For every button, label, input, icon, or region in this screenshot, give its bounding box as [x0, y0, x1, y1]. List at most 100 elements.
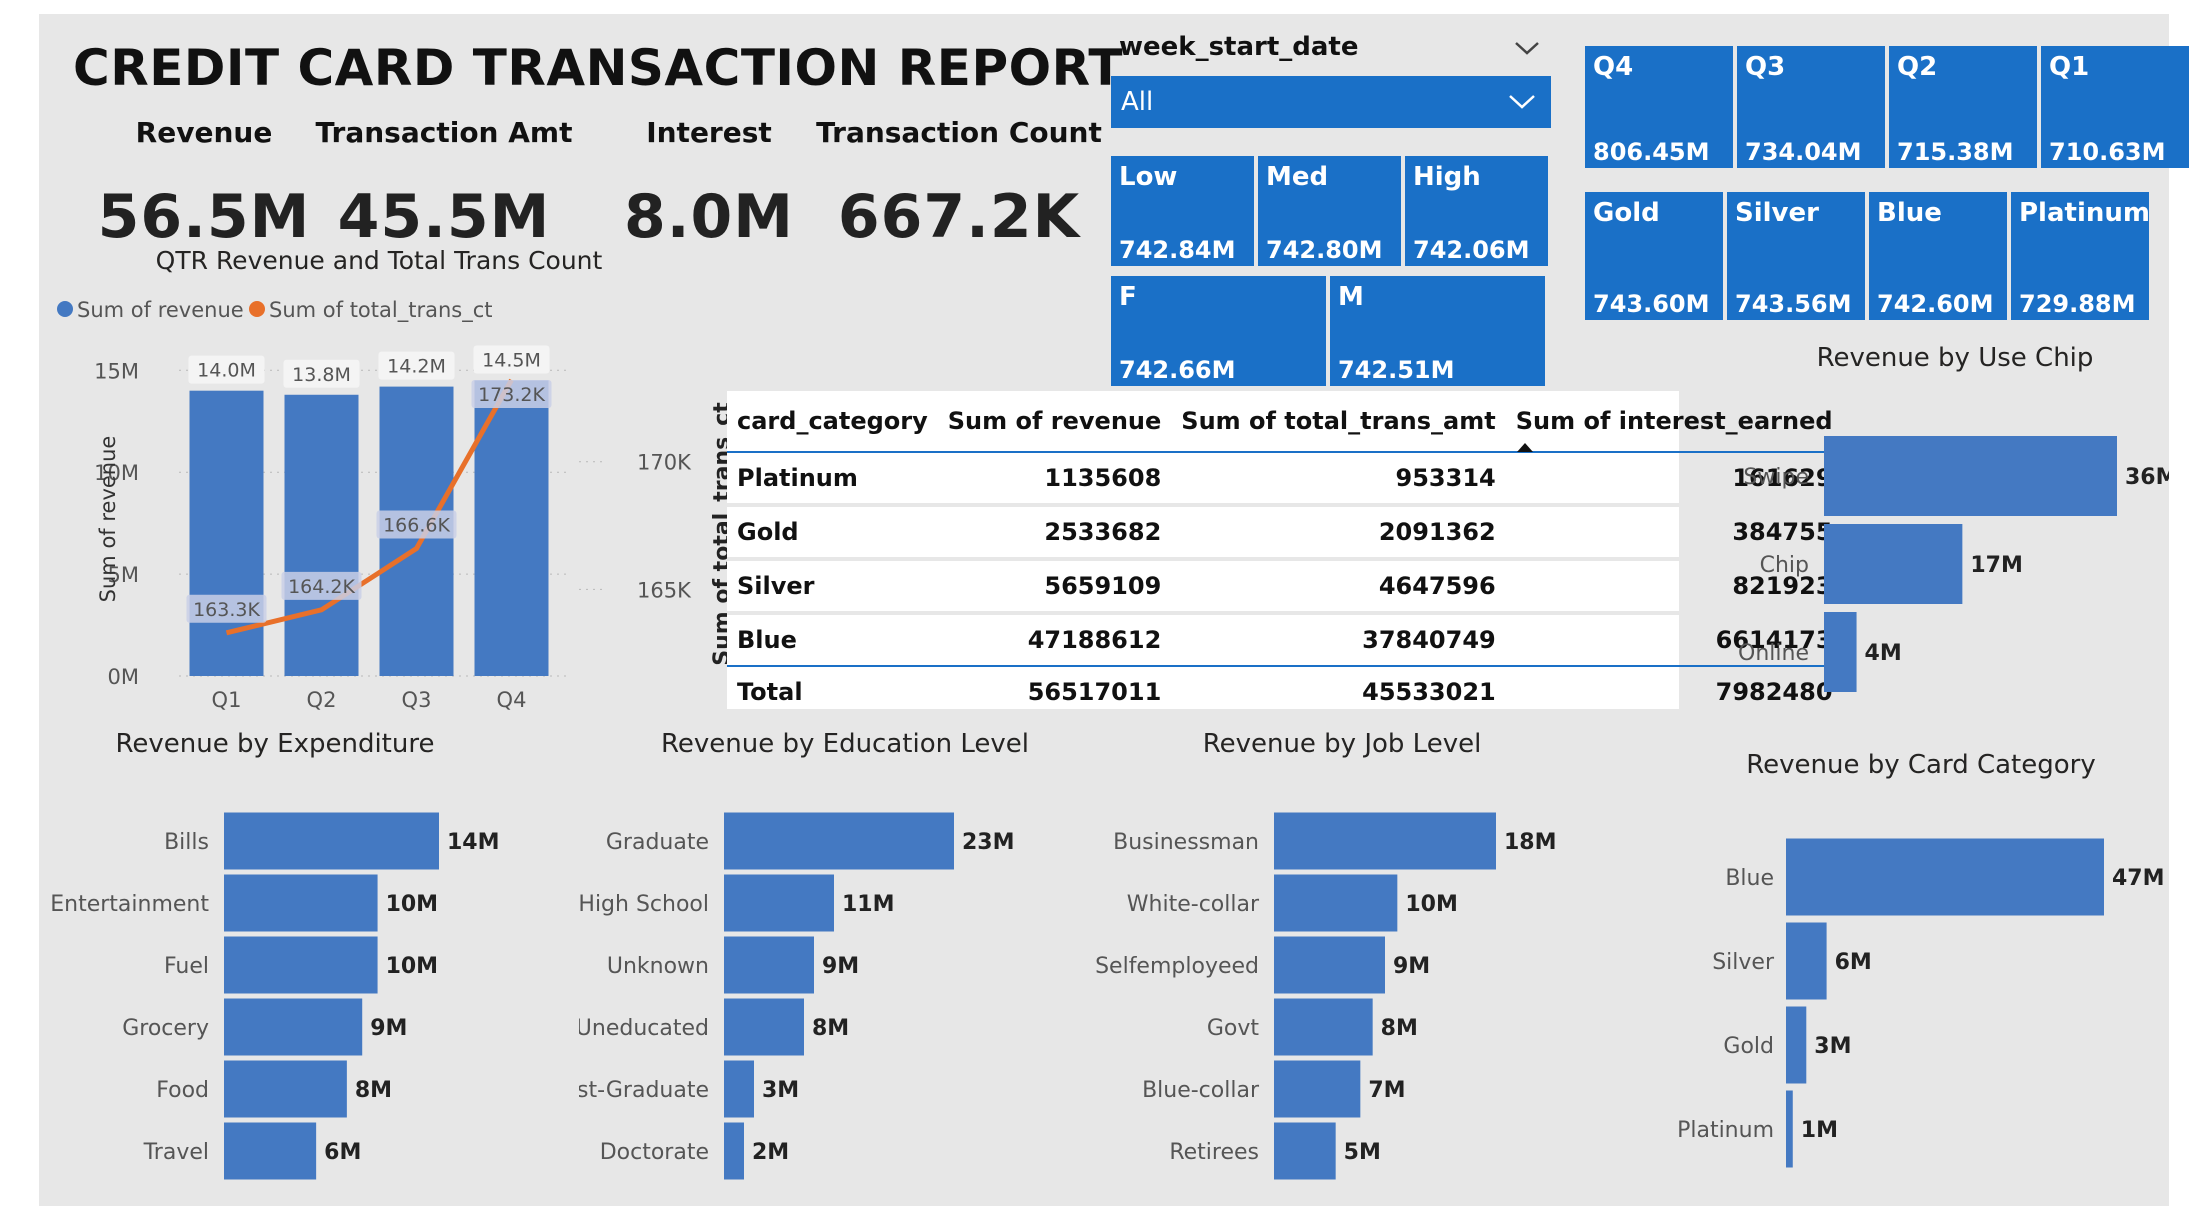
income-tile[interactable]: Med 742.80M [1258, 156, 1401, 266]
table-header[interactable]: Sum of interest_earned [1506, 391, 1843, 452]
gender-tile[interactable]: F 742.66M [1111, 276, 1326, 386]
bar[interactable] [1824, 524, 1963, 604]
legend-item[interactable]: Sum of revenue [77, 298, 244, 322]
table-total-cell: Total [727, 665, 938, 717]
bar[interactable] [724, 998, 804, 1056]
category-label: Doctorate [600, 1140, 709, 1165]
tile-label: Q3 [1745, 52, 1786, 82]
category-label: Swipe [1743, 465, 1809, 490]
bar-value-label: 8M [1381, 1016, 1418, 1041]
bar[interactable] [724, 1122, 744, 1180]
bar[interactable] [1824, 436, 2117, 516]
legend-item[interactable]: Sum of total_trans_ct [269, 298, 492, 323]
table-header[interactable]: card_category [737, 407, 928, 435]
bar[interactable] [1786, 1090, 1793, 1168]
tile-value: 729.88M [2019, 290, 2136, 318]
bar[interactable] [1824, 612, 1857, 692]
bar[interactable] [1274, 812, 1496, 870]
kpi-transaction-amt-value: 45.5M [337, 182, 551, 252]
bar[interactable] [1274, 874, 1398, 932]
tile-label: Silver [1735, 198, 1819, 228]
quarter-tile[interactable]: Q4 806.45M [1585, 46, 1733, 168]
bar[interactable] [224, 812, 439, 870]
bar[interactable] [1786, 1006, 1807, 1084]
table-cell: 2091362 [1171, 503, 1506, 559]
bar[interactable] [724, 874, 834, 932]
tile-value: 742.80M [1266, 236, 1383, 264]
bar[interactable] [1274, 1060, 1361, 1118]
kpi-revenue-label: Revenue [135, 116, 273, 149]
table-cell: 37840749 [1171, 611, 1506, 666]
tile-value: 734.04M [1745, 138, 1862, 166]
table-row: Silver 5659109 4647596 821923 [727, 557, 1843, 613]
tile-value: 710.63M [2049, 138, 2166, 166]
bar[interactable] [224, 936, 378, 994]
revenue-by-use-chip-chart: Revenue by Use Chip Swipe 36M Chip 17M Online… [1738, 343, 2169, 692]
kpi-revenue-value: 56.5M [97, 182, 311, 252]
bar[interactable] [1786, 838, 2104, 916]
category-label: Travel [143, 1140, 209, 1165]
bar[interactable] [224, 1060, 347, 1118]
bar[interactable] [1274, 998, 1373, 1056]
tile-label: Platinum [2019, 198, 2150, 228]
category-label: Graduate [606, 830, 709, 855]
bar[interactable] [1274, 1122, 1336, 1180]
revenue-bar[interactable] [284, 394, 359, 676]
bar[interactable] [1786, 922, 1827, 1000]
bar-value-label: 3M [762, 1078, 799, 1103]
bar-value-label: 4M [1865, 641, 1902, 666]
sort-ascending-icon[interactable] [1516, 441, 1534, 453]
category-label: Bills [164, 830, 209, 855]
y-tick-label: 5M [108, 563, 139, 587]
bar-value-label: 9M [370, 1016, 407, 1041]
slicer-dropdown[interactable]: All [1111, 76, 1551, 128]
revenue-bar[interactable] [189, 390, 264, 676]
card-category-tile[interactable]: Gold 743.60M [1585, 192, 1723, 320]
revenue-bar[interactable] [474, 380, 549, 676]
trans-count-line[interactable] [225, 378, 514, 636]
table-header[interactable]: Sum of revenue [947, 407, 1162, 435]
tile-value: 743.60M [1593, 290, 1710, 318]
quarter-tile[interactable]: Q2 715.38M [1889, 46, 2037, 168]
card-category-tile[interactable]: Platinum 729.88M [2011, 192, 2150, 320]
category-label: Blue [1725, 866, 1774, 891]
bar-value-label: 10M [386, 954, 439, 979]
income-tile[interactable]: High 742.06M [1405, 156, 1548, 266]
category-label: Post-Graduate [579, 1078, 709, 1103]
slicer-chevron-icon[interactable] [1513, 38, 1541, 58]
table-cell: 47188612 [937, 611, 1172, 666]
card-category-tile[interactable]: Silver 743.56M [1727, 192, 1865, 320]
category-label: Platinum [1677, 1118, 1774, 1143]
quarter-tile[interactable]: Q1 710.63M [2041, 46, 2189, 168]
income-tile[interactable]: Low 742.84M [1111, 156, 1254, 266]
y-tick-label: 10M [94, 461, 139, 485]
kpi-transaction-count-value: 667.2K [837, 182, 1081, 252]
table-total-cell: 56517011 [937, 665, 1172, 717]
bar[interactable] [224, 998, 363, 1056]
bar-value-label: 18M [1504, 830, 1557, 855]
bar-value-label: 1M [1801, 1118, 1838, 1143]
quarter-tile[interactable]: Q3 734.04M [1737, 46, 1885, 168]
bar[interactable] [724, 1060, 754, 1118]
category-label: White-collar [1127, 892, 1260, 917]
slicer-value: All [1121, 87, 1154, 117]
gender-tile[interactable]: M 742.51M [1330, 276, 1545, 386]
tile-value: 742.84M [1119, 236, 1236, 264]
tile-label: M [1338, 282, 1364, 312]
bar[interactable] [1274, 936, 1385, 994]
bar[interactable] [224, 1122, 317, 1180]
x-tick-label: Q3 [402, 688, 432, 712]
bar[interactable] [224, 874, 378, 932]
bar-data-label: 14.0M [197, 360, 256, 382]
bar-value-label: 9M [822, 954, 859, 979]
table-cell: Blue [727, 611, 938, 666]
card-category-tile[interactable]: Blue 742.60M [1869, 192, 2007, 320]
category-label: Retirees [1169, 1140, 1259, 1165]
bar[interactable] [724, 812, 954, 870]
table-cell: 953314 [1171, 451, 1506, 505]
data-label-box [378, 351, 455, 380]
category-label: High School [579, 892, 709, 917]
bar[interactable] [724, 936, 814, 994]
table-row: Gold 2533682 2091362 384755 [727, 503, 1843, 559]
table-header[interactable]: Sum of total_trans_amt [1181, 407, 1496, 435]
